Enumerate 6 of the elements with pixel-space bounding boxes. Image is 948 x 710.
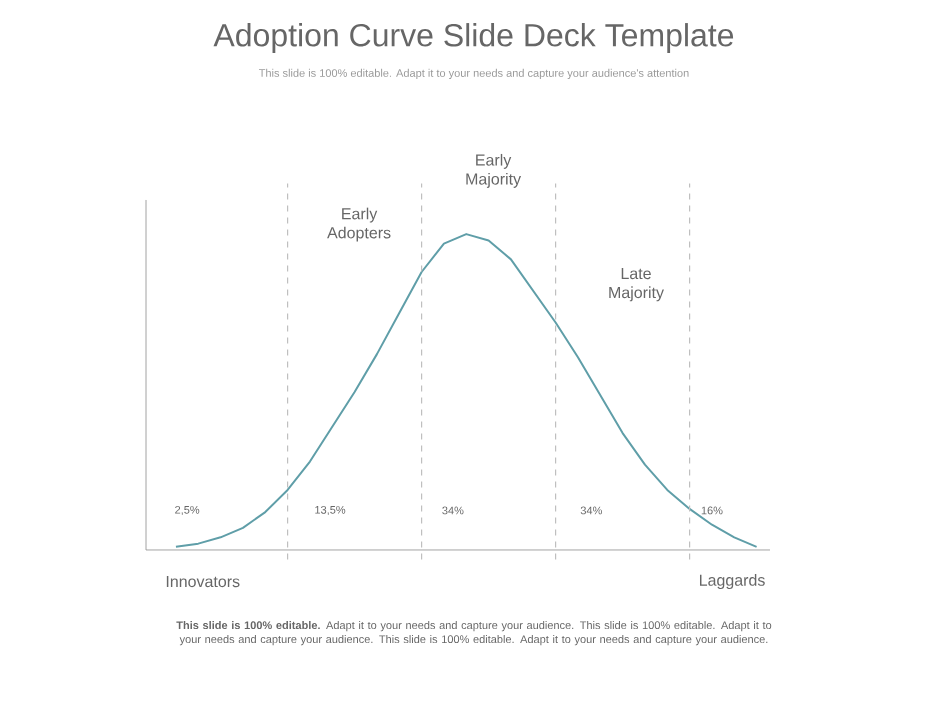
chart-title: Adoption Curve Slide Deck Template — [213, 23, 734, 53]
text: Early Majority — [466, 153, 522, 188]
annotation: Early Adopters — [327, 207, 391, 242]
annotation: Late Majority — [609, 267, 664, 302]
text: Innovators — [166, 575, 240, 588]
text: Laggards — [699, 574, 765, 590]
